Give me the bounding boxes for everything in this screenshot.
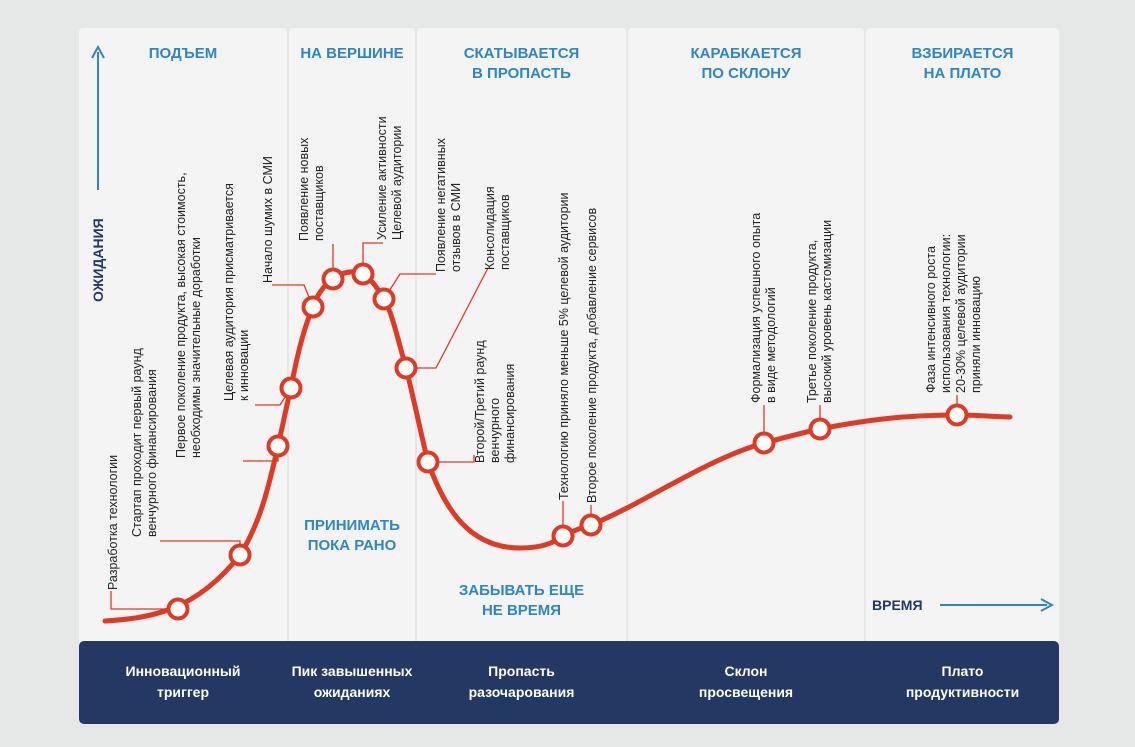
event-label-e4: Целевая аудитория присматривается к инно… — [222, 180, 251, 401]
note-line: ПРИНИМАТЬ — [304, 517, 400, 534]
stage-header-plateau: ВЗБИРАЕТСЯ НА ПЛАТО — [866, 44, 1059, 88]
marker-e4 — [279, 376, 303, 400]
note-line: ЗАБЫВАТЬ ЕЩЕ — [458, 582, 585, 599]
stage-header-line: ПОДЪЕМ — [148, 45, 218, 62]
event-label-e5: Начало шумих в СМИ — [261, 156, 275, 283]
event-label-e6: Появление новых поставщиков — [297, 134, 326, 241]
marker-e10 — [416, 450, 440, 474]
stage-header-line: СКАТЫВАЕТСЯ — [463, 45, 580, 62]
note-line: НЕ ВРЕМЯ — [481, 602, 562, 619]
phase-line: Пропасть — [488, 663, 555, 679]
event-labels: Разработка технологии Стартап проходит п… — [106, 113, 983, 590]
stage-header-climb: КАРАБКАЕТСЯ ПО СКЛОНУ — [628, 44, 864, 88]
marker-e13 — [752, 431, 776, 455]
event-label-e12: Второе поколение продукта, добавление се… — [585, 208, 599, 503]
stage-header-slide: СКАТЫВАЕТСЯ В ПРОПАСТЬ — [417, 44, 626, 88]
curve-markers — [166, 262, 969, 621]
event-label-e7: Усиление активности Целевой аудитории — [375, 113, 404, 240]
stage-header-rise: ПОДЪЕМ — [79, 44, 287, 88]
event-label-e8: Появление негативных отзывов в СМИ — [434, 135, 463, 272]
callout-line-e2 — [160, 540, 241, 555]
phase-line: триггер — [156, 684, 209, 700]
event-label-e14: Третье поколение продукта, высокий урове… — [805, 220, 834, 403]
event-label-e13: Формализация успешного опыта в виде мето… — [749, 209, 778, 403]
marker-e6 — [321, 267, 345, 291]
note-too-soon-forget: ЗАБЫВАТЬ ЕЩЕ НЕ ВРЕМЯ — [417, 581, 626, 621]
phase-plateau: Плато продуктивности — [866, 661, 1059, 703]
note-line: ПОКА РАНО — [307, 537, 397, 554]
phase-bar — [79, 641, 1059, 724]
phase-line: Склон — [724, 663, 768, 679]
stage-header-line: НА ПЛАТО — [923, 65, 1002, 82]
callout-line-e1 — [110, 591, 178, 610]
marker-e15 — [945, 403, 969, 427]
phase-line: разочарования — [468, 684, 575, 700]
phase-trough: Пропасть разочарования — [417, 661, 626, 703]
phase-line: Пик завышенных — [291, 663, 413, 679]
marker-e8 — [372, 287, 396, 311]
column-panel-rise — [79, 28, 287, 652]
event-label-e11: Технологию приняло меньше 5% целевой ауд… — [557, 192, 571, 500]
event-label-e15: Фаза интенсивного роста использования те… — [924, 230, 983, 393]
note-too-early: ПРИНИМАТЬ ПОКА РАНО — [289, 516, 415, 556]
event-label-e2: Стартап проходит первый раунд венчурного… — [130, 345, 159, 537]
stage-header-line: НА ВЕРШИНЕ — [300, 45, 404, 62]
marker-e1 — [166, 597, 190, 621]
callout-line-e10 — [428, 455, 475, 463]
column-panel-climb — [628, 28, 864, 652]
marker-e9 — [394, 356, 418, 380]
marker-e7 — [351, 262, 375, 286]
phase-peak: Пик завышенных ожиданиях — [289, 661, 415, 703]
event-label-e10: Второй/Третий раунд венчурного финансиро… — [473, 337, 517, 463]
x-axis-label: ВРЕМЯ — [872, 597, 923, 613]
marker-e2 — [228, 543, 252, 567]
stage-header-line: КАРАБКАЕТСЯ — [690, 45, 802, 62]
marker-e14 — [808, 417, 832, 441]
stage-header-peak: НА ВЕРШИНЕ — [289, 44, 415, 88]
hype-curve — [102, 269, 1013, 624]
stage-header-line: ПО СКЛОНУ — [701, 65, 791, 82]
phase-line: просвещения — [698, 684, 794, 700]
marker-e12 — [579, 513, 603, 537]
column-panel-plateau — [866, 28, 1059, 652]
phase-slope: Склон просвещения — [628, 661, 864, 703]
event-label-e1: Разработка технологии — [106, 455, 120, 590]
phase-line: Инновационный — [125, 663, 241, 679]
phase-line: ожиданиях — [313, 684, 391, 700]
phase-trigger: Инновационный триггер — [79, 661, 287, 703]
y-axis-label: ОЖИДАНИЯ — [90, 218, 106, 302]
event-label-e3: Первое поколение продукта, высокая стоим… — [174, 169, 203, 458]
column-panel-peak — [289, 28, 415, 652]
phase-line: продуктивности — [905, 684, 1020, 700]
phase-line: Плато — [941, 663, 984, 679]
stage-header-line: ВЗБИРАЕТСЯ — [911, 45, 1014, 62]
marker-e5 — [301, 295, 325, 319]
marker-e11 — [551, 524, 575, 548]
stage-header-line: В ПРОПАСТЬ — [472, 65, 571, 82]
event-label-e9: Консолидация поставщиков — [483, 183, 512, 270]
marker-e3 — [266, 434, 290, 458]
